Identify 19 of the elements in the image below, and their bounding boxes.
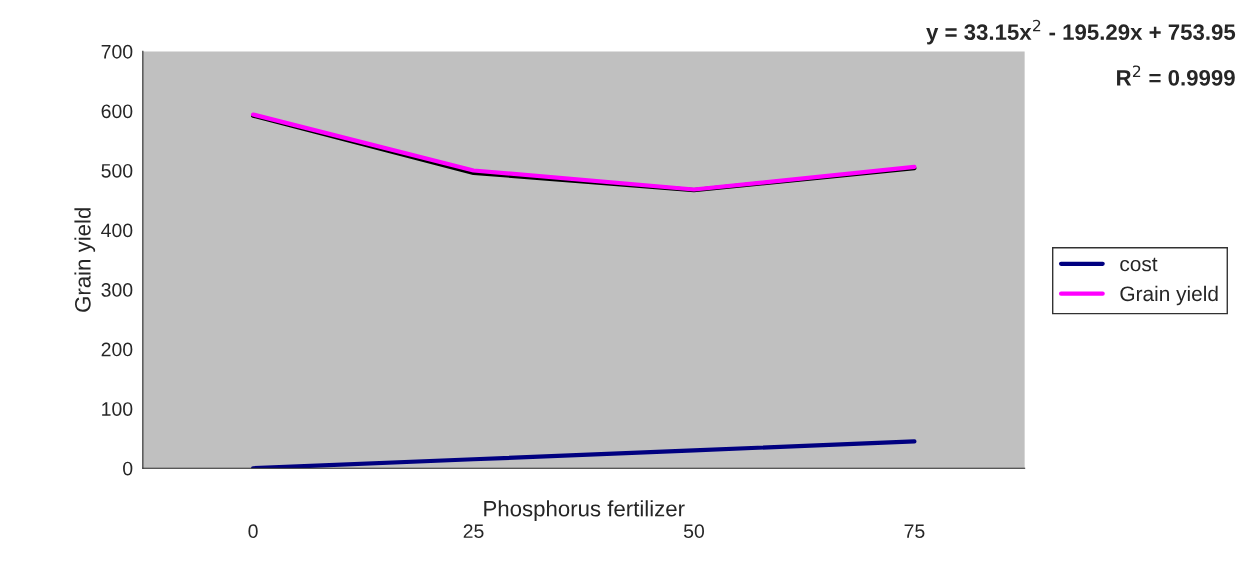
y-tick-label: 100 <box>102 402 133 416</box>
x-tick-label: 0 <box>248 524 258 539</box>
text: R$^{2}$ = 0.9999 <box>1117 65 1235 86</box>
x-axis-title: Phosphorus fertilizer <box>484 500 685 521</box>
x-tick-label: 75 <box>904 524 925 539</box>
y-axis-title: Grain yield <box>74 208 96 312</box>
legend-label: Grain yield <box>1120 285 1218 306</box>
y-tick-label: 500 <box>101 163 133 178</box>
legend-label: cost <box>1120 257 1158 272</box>
y-tick-label: 400 <box>101 223 133 238</box>
y-tick-label: 700 <box>101 44 133 59</box>
y-tick-label: 300 <box>101 283 133 297</box>
y-tick-label: 0 <box>123 461 133 476</box>
y-tick-label: 600 <box>101 104 133 119</box>
x-tick-label: 25 <box>463 524 484 539</box>
y-tick-label: 200 <box>101 342 133 357</box>
x-tick-label: 50 <box>683 524 705 539</box>
text: y = 33.15x$^{2}$ - 195.29x + 753.95 <box>926 19 1236 45</box>
line-series <box>250 439 917 469</box>
